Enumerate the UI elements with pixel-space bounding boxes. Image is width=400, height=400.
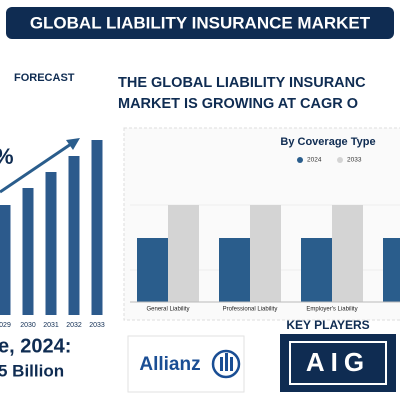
x-tick-label: Professional Liability [223, 307, 278, 313]
aig-logo-frame [289, 341, 387, 385]
bar [137, 238, 168, 302]
bar [0, 205, 11, 315]
market-line-1: e, 2024: [0, 335, 71, 357]
bar [91, 140, 103, 315]
cagr-fragment: % [0, 144, 14, 169]
legend-label: 2024 [307, 157, 322, 164]
growth-arrow [0, 140, 75, 194]
allianz-emblem [211, 349, 241, 379]
forecast-heading: FORECAST [14, 72, 75, 84]
bar [301, 238, 332, 302]
key-players-title: KEY PLAYERS [286, 318, 369, 332]
headline-line-1: THE GLOBAL LIABILITY INSURANC [118, 75, 366, 91]
bar [45, 172, 57, 315]
allianz-emblem-bar [225, 353, 228, 371]
x-tick-label: 2033 [89, 322, 105, 329]
allianz-emblem-bar [220, 357, 223, 371]
x-tick-label: 029 [0, 322, 11, 329]
headline-line-2: MARKET IS GROWING AT CAGR O [118, 96, 358, 112]
growth-arrow-head [66, 138, 80, 150]
allianz-emblem-bar [230, 357, 233, 371]
x-tick-label: Employer's Liability [306, 307, 357, 313]
bar [332, 205, 363, 302]
header-title: GLOBAL LIABILITY INSURANCE MARKET [30, 13, 371, 32]
header-bar [6, 7, 394, 39]
bar [68, 156, 80, 315]
aig-logo: AIG [306, 347, 370, 377]
legend-swatch [337, 157, 343, 163]
bar [22, 188, 34, 315]
allianz-logo-box [127, 335, 245, 393]
legend-label: 2033 [347, 157, 362, 164]
allianz-logo: Allianz [139, 354, 200, 375]
bar [219, 238, 250, 302]
bar [383, 238, 400, 302]
chart-title: By Coverage Type [280, 136, 375, 148]
bar [168, 205, 199, 302]
x-tick-label: 2030 [20, 322, 36, 329]
legend-swatch [297, 157, 303, 163]
aig-logo-box [280, 334, 396, 392]
bar [250, 205, 281, 302]
x-tick-label: 2031 [43, 322, 59, 329]
x-tick-label: General Liability [146, 307, 189, 313]
x-tick-label: 2032 [66, 322, 82, 329]
market-line-2: 5 Billion [0, 361, 64, 380]
